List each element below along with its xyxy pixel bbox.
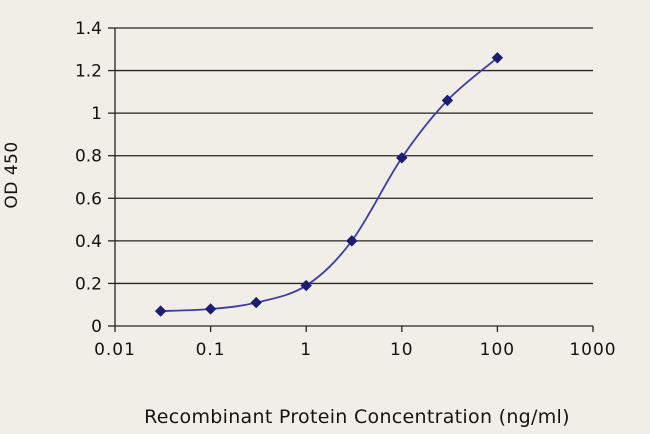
y-tick-label: 0.4 <box>75 232 102 252</box>
data-point-marker <box>441 94 454 107</box>
x-tick-label: 0.01 <box>94 340 136 360</box>
y-axis-label: OD 450 <box>2 141 22 209</box>
y-tick-label: 1.2 <box>75 62 102 82</box>
data-point-marker <box>204 303 217 315</box>
data-point-marker <box>250 296 262 309</box>
data-point-marker <box>346 235 358 247</box>
x-tick-label: 1 <box>300 340 312 360</box>
y-tick-label: 1.4 <box>75 19 102 39</box>
y-tick-label: 1 <box>91 104 102 124</box>
data-point-marker <box>300 279 312 292</box>
y-tick-label: 0.2 <box>75 274 102 294</box>
data-point-marker <box>154 305 167 317</box>
y-tick-label: 0.8 <box>75 147 102 167</box>
x-tick-label: 100 <box>480 340 515 360</box>
y-tick-label: 0.6 <box>75 189 102 209</box>
data-point-marker <box>396 152 408 164</box>
x-tick-label: 10 <box>390 340 414 360</box>
x-tick-label: 0.1 <box>196 340 226 360</box>
y-tick-label: 0 <box>91 317 102 337</box>
x-tick-label: 1000 <box>569 340 616 360</box>
data-point-marker <box>491 52 504 64</box>
x-axis-label: Recombinant Protein Concentration (ng/ml… <box>144 406 570 428</box>
